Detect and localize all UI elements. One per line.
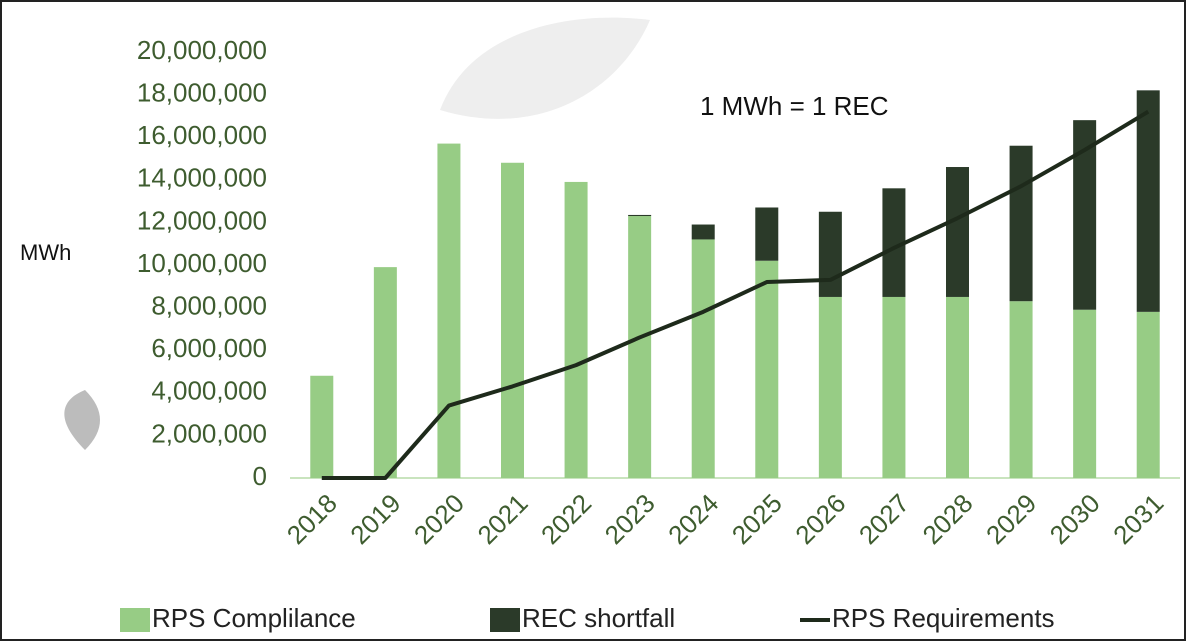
bar [1009,145,1033,302]
leaf-decoration [440,17,650,119]
legend-swatch [120,608,150,632]
legend-label: REC shortfall [522,603,675,633]
bar [564,181,588,478]
bar [691,224,715,240]
bar [882,188,906,297]
y-tick-label: 14,000,000 [137,163,267,193]
y-tick-label: 8,000,000 [151,290,267,320]
y-tick-label: 0 [253,461,267,491]
leaf-icon [64,390,100,450]
y-tick-label: 6,000,000 [151,333,267,363]
bar [628,214,652,217]
y-tick-label: 4,000,000 [151,376,267,406]
bar [882,296,906,478]
y-axis-label: MWh [20,240,71,265]
bar [501,162,524,478]
bar [691,239,715,478]
bar [818,296,842,478]
bar [818,211,842,297]
bar [310,375,334,478]
bar [437,143,461,478]
annotation: 1 MWh = 1 REC [700,91,889,121]
bar [628,216,652,478]
bar [1136,90,1160,312]
bar [946,167,969,297]
legend-label: RPS Requirements [832,603,1055,633]
bar [373,267,397,478]
legend-label: RPS Complilance [152,603,356,633]
legend-swatch [490,608,520,632]
bar [946,296,969,478]
y-tick-label: 18,000,000 [137,77,267,107]
y-tick-label: 2,000,000 [151,418,267,448]
bar [1009,301,1033,478]
y-tick-label: 12,000,000 [137,205,267,235]
y-tick-label: 20,000,000 [137,35,267,65]
y-tick-label: 10,000,000 [137,248,267,278]
bar [1073,120,1097,310]
bar [1136,311,1160,478]
y-tick-label: 16,000,000 [137,120,267,150]
bar [755,260,779,478]
line [321,109,1150,480]
bar [755,207,779,261]
bar [1073,309,1097,478]
